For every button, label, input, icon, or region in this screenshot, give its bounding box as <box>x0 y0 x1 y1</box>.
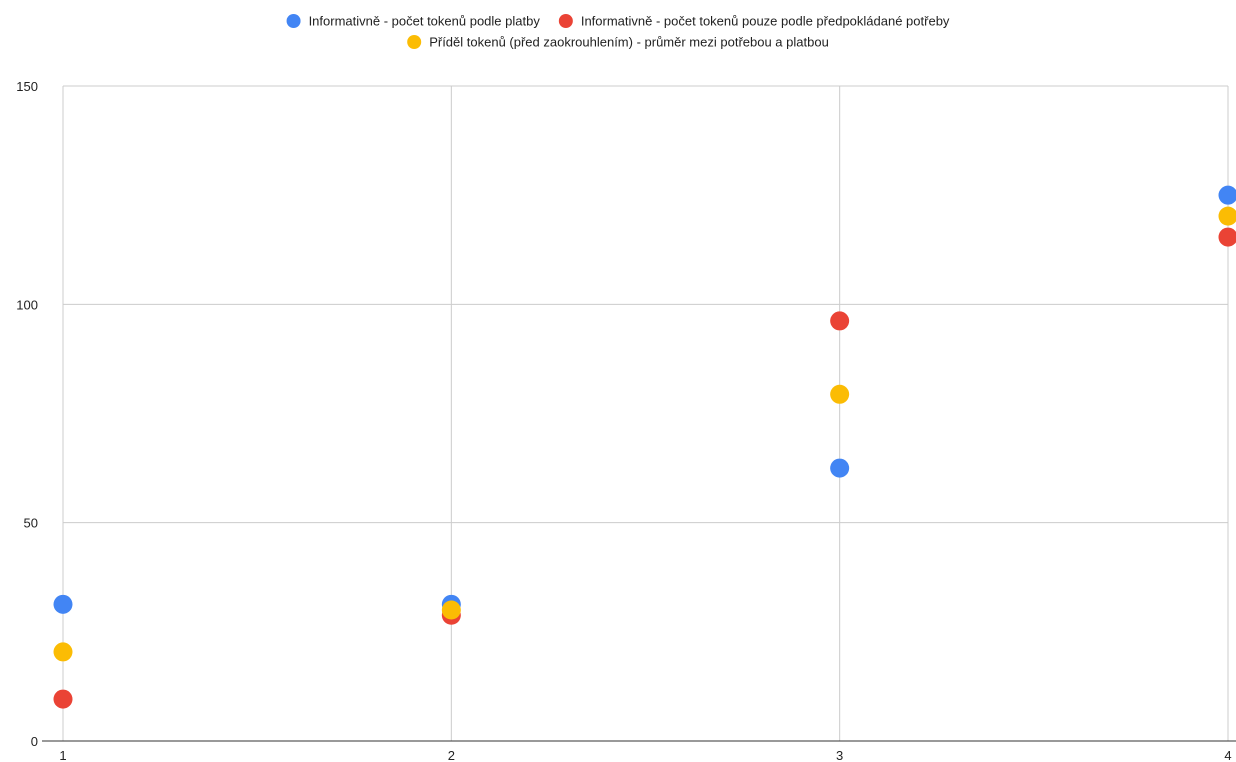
legend-swatch <box>558 14 573 28</box>
data-point <box>53 642 73 662</box>
data-point <box>441 600 461 620</box>
data-point <box>1218 227 1236 247</box>
legend-swatch <box>407 35 422 49</box>
chart-axes: 0 50 100 150 1 2 3 4 <box>16 79 1236 762</box>
data-point <box>1218 185 1236 205</box>
data-point <box>1218 206 1236 226</box>
legend-swatch <box>286 14 301 28</box>
chart-legend: Informativně - počet tokenů podle platby… <box>286 14 950 50</box>
chart-points <box>53 185 1236 709</box>
y-tick-label: 150 <box>16 79 38 94</box>
legend-item: Informativně - počet tokenů pouze podle … <box>558 14 950 29</box>
y-tick-label: 100 <box>16 297 38 312</box>
x-tick-label: 1 <box>59 748 66 762</box>
data-point <box>830 458 850 478</box>
legend-label: Příděl tokenů (před zaokrouhlením) - prů… <box>429 35 829 50</box>
y-tick-label: 50 <box>24 516 38 531</box>
x-tick-label: 3 <box>836 748 843 762</box>
data-point <box>830 384 850 404</box>
legend-label: Informativně - počet tokenů podle platby <box>309 14 541 29</box>
legend-item: Příděl tokenů (před zaokrouhlením) - prů… <box>407 35 829 50</box>
chart-grid <box>62 85 1229 741</box>
y-tick-label: 0 <box>31 734 38 749</box>
x-tick-label: 2 <box>448 748 455 762</box>
x-tick-label: 4 <box>1224 748 1231 762</box>
data-point <box>53 689 73 709</box>
data-point <box>830 311 850 331</box>
legend-label: Informativně - počet tokenů pouze podle … <box>581 14 950 29</box>
legend-item: Informativně - počet tokenů podle platby <box>286 14 541 29</box>
data-point <box>53 594 73 614</box>
